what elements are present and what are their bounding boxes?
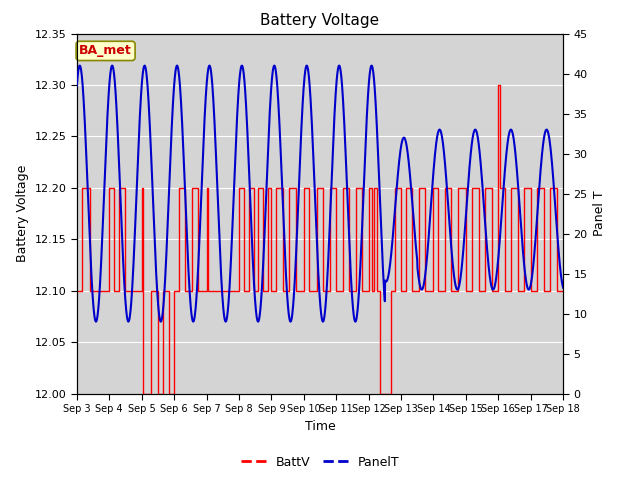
X-axis label: Time: Time (305, 420, 335, 432)
Y-axis label: Panel T: Panel T (593, 191, 606, 237)
Text: BA_met: BA_met (79, 44, 132, 58)
Y-axis label: Battery Voltage: Battery Voltage (16, 165, 29, 262)
Legend: BattV, PanelT: BattV, PanelT (236, 451, 404, 474)
Title: Battery Voltage: Battery Voltage (260, 13, 380, 28)
